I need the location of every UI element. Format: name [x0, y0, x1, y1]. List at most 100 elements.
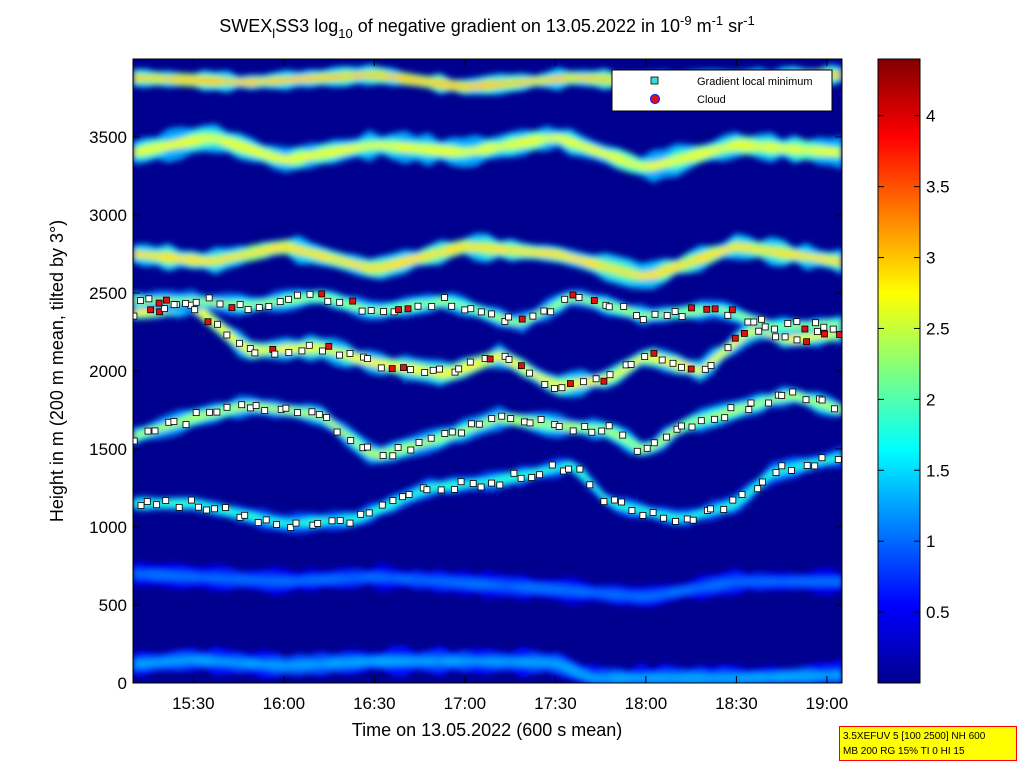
- gradient-minimum-marker: [461, 306, 469, 314]
- gradient-minimum-marker: [744, 318, 752, 326]
- gradient-minimum-marker: [143, 498, 151, 505]
- cloud-marker: [821, 330, 828, 338]
- colorbar-tick-label: 0.5: [926, 603, 950, 622]
- gradient-layer-band: [133, 570, 842, 601]
- gradient-minimum-marker: [496, 481, 504, 489]
- gradient-minimum-marker: [441, 294, 448, 301]
- gradient-minimum-marker: [133, 312, 138, 320]
- gradient-minimum-marker: [758, 315, 765, 323]
- gradient-minimum-marker: [663, 433, 670, 441]
- gradient-minimum-marker: [526, 369, 533, 377]
- gradient-minimum-marker: [745, 406, 753, 414]
- cloud-marker: [590, 297, 598, 304]
- colorbar-scale: [877, 58, 921, 684]
- gradient-minimum-marker: [262, 516, 270, 524]
- gradient-minimum-marker: [643, 444, 651, 452]
- gradient-minimum-marker: [436, 365, 443, 373]
- gradient-minimum-marker: [586, 481, 594, 489]
- gradient-minimum-marker: [365, 509, 373, 517]
- gradient-minimum-marker: [133, 437, 138, 445]
- gradient-minimum-marker: [347, 437, 355, 444]
- gradient-minimum-marker: [711, 415, 718, 423]
- gradient-minimum-marker: [477, 308, 485, 316]
- gradient-minimum-marker: [151, 427, 159, 435]
- gradient-minimum-marker: [651, 310, 659, 318]
- gradient-minimum-marker: [829, 325, 837, 333]
- gradient-minimum-marker: [379, 452, 387, 459]
- gradient-minimum-marker: [778, 391, 786, 399]
- gradient-minimum-marker: [507, 415, 515, 423]
- gradient-minimum-marker: [415, 438, 423, 446]
- gradient-layer-band: [133, 243, 842, 280]
- gradient-minimum-marker: [455, 365, 463, 373]
- gradient-minimum-marker: [772, 469, 780, 476]
- cloud-marker: [349, 297, 357, 305]
- gradient-layer-band: [133, 302, 842, 390]
- gradient-minimum-marker: [561, 295, 569, 303]
- gradient-minimum-marker: [251, 349, 259, 357]
- gradient-minimum-marker: [336, 298, 344, 306]
- gradient-minimum-marker: [803, 461, 811, 469]
- gradient-minimum-marker: [336, 351, 343, 359]
- gradient-minimum-marker: [720, 506, 728, 513]
- colorbar-tick-label: 2.5: [926, 319, 950, 338]
- gradient-minimum-marker: [620, 302, 628, 310]
- gradient-minimum-marker: [298, 347, 306, 355]
- x-tick-label: 18:00: [625, 694, 668, 713]
- legend-label-gradient-minimum: Gradient local minimum: [697, 76, 813, 88]
- gradient-minimum-marker: [697, 417, 705, 425]
- legend-marker-gradient-minimum: [650, 76, 659, 85]
- gradient-minimum-marker: [555, 423, 563, 430]
- gradient-minimum-marker: [689, 516, 697, 524]
- y-tick-label: 3500: [89, 128, 127, 147]
- gradient-minimum-marker: [831, 405, 838, 413]
- gradient-minimum-marker: [282, 404, 290, 412]
- y-tick-label: 2500: [89, 284, 127, 303]
- gradient-minimum-marker: [729, 496, 737, 504]
- gradient-minimum-marker: [145, 295, 153, 303]
- gradient-minimum-marker: [834, 456, 842, 463]
- cloud-marker: [731, 334, 739, 342]
- gradient-minimum-marker: [765, 399, 772, 407]
- gradient-minimum-marker: [399, 493, 407, 501]
- gradient-minimum-marker: [144, 427, 152, 435]
- gradient-minimum-marker: [576, 465, 584, 473]
- gradient-minimum-marker: [223, 403, 231, 411]
- gradient-minimum-marker: [285, 295, 293, 303]
- gradient-minimum-marker: [537, 415, 545, 423]
- cloud-marker: [569, 291, 577, 299]
- gradient-minimum-marker: [315, 411, 323, 418]
- gradient-minimum-marker: [414, 302, 422, 310]
- gradient-minimum-marker: [598, 427, 606, 435]
- gradient-minimum-marker: [428, 303, 436, 311]
- colorbar-tick-label: 1: [926, 532, 935, 551]
- gradient-minimum-marker: [254, 519, 262, 526]
- gradient-minimum-marker: [367, 307, 375, 315]
- gradient-minimum-marker: [658, 356, 666, 364]
- gradient-minimum-marker: [547, 308, 555, 316]
- gradient-minimum-marker: [448, 302, 456, 310]
- gradient-minimum-marker: [701, 365, 709, 373]
- info-line-1: 3.5XEFUV 5 [100 2500] NH 600: [843, 731, 986, 742]
- gradient-minimum-marker: [421, 369, 429, 376]
- gradient-minimum-marker: [458, 429, 465, 437]
- gradient-minimum-marker: [292, 519, 300, 527]
- gradient-minimum-marker: [660, 514, 667, 522]
- gradient-minimum-marker: [778, 462, 786, 470]
- gradient-minimum-marker: [357, 510, 365, 518]
- gradient-minimum-marker: [793, 336, 801, 344]
- gradient-minimum-marker: [592, 375, 600, 383]
- x-tick-label: 18:30: [715, 694, 758, 713]
- cloud-marker: [325, 342, 333, 350]
- gradient-minimum-marker: [216, 300, 224, 308]
- gradient-minimum-marker: [672, 518, 679, 525]
- gradient-minimum-marker: [457, 478, 465, 486]
- gradient-minimum-marker: [619, 431, 627, 439]
- gradient-minimum-marker: [182, 421, 190, 429]
- gradient-minimum-marker: [551, 384, 558, 392]
- gradient-minimum-marker: [336, 517, 344, 524]
- gradient-minimum-marker: [671, 307, 679, 315]
- gradient-minimum-marker: [755, 327, 763, 335]
- gradient-minimum-marker: [789, 388, 797, 396]
- gradient-minimum-marker: [241, 511, 249, 519]
